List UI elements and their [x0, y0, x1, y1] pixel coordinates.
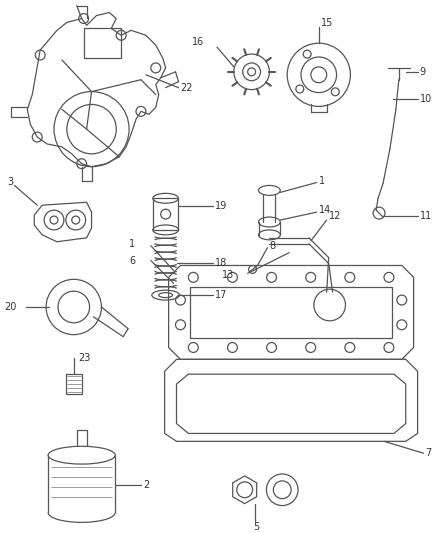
Text: 19: 19 [215, 201, 227, 211]
Text: 15: 15 [320, 19, 332, 28]
Text: 3: 3 [7, 177, 14, 188]
Text: 23: 23 [78, 353, 91, 364]
Text: 5: 5 [253, 522, 259, 532]
Text: 8: 8 [269, 241, 275, 251]
Text: 13: 13 [222, 270, 234, 280]
Text: 16: 16 [192, 37, 204, 47]
Text: 9: 9 [419, 67, 425, 77]
Text: 17: 17 [215, 290, 227, 300]
Text: 11: 11 [419, 211, 431, 221]
Bar [66, 374, 81, 394]
Text: 18: 18 [215, 257, 227, 268]
Text: 7: 7 [424, 448, 431, 458]
Text: 20: 20 [4, 302, 17, 312]
Text: 12: 12 [328, 211, 340, 221]
Text: 1: 1 [129, 239, 135, 249]
Bar [152, 198, 178, 230]
Text: 14: 14 [318, 205, 330, 215]
Text: 2: 2 [143, 480, 149, 490]
Text: 6: 6 [129, 255, 135, 265]
Text: 10: 10 [419, 94, 431, 104]
Text: 22: 22 [180, 83, 193, 93]
Bar [84, 28, 121, 58]
Text: 1: 1 [318, 175, 324, 185]
